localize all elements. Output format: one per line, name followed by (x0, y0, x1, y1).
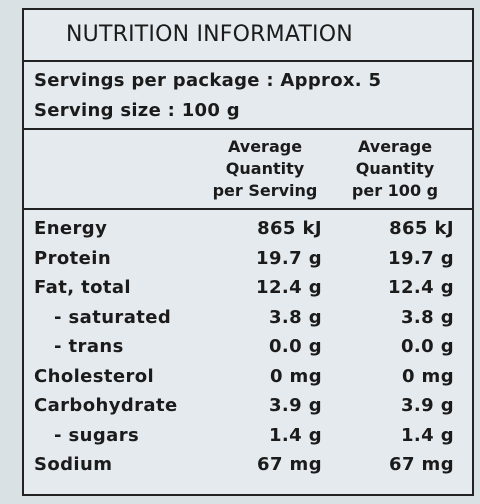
header-line: Quantity (225, 159, 305, 178)
nutrient-name: Fat, total (34, 277, 131, 298)
servings-section: Servings per package : Approx. 5 Serving… (24, 62, 472, 130)
nutrient-name: Cholesterol (34, 365, 155, 387)
nutrition-label: NUTRITION INFORMATION Servings per packa… (22, 8, 474, 496)
nutrient-name: Carbohydrate (34, 395, 178, 416)
nutrient-name: - trans (54, 336, 124, 357)
nutrient-value: 3.9 g (400, 395, 454, 416)
nutrient-value: 67 mg (389, 454, 454, 475)
nutrient-name: Energy (34, 218, 108, 239)
nutrient-value: 1.4 g (400, 424, 454, 446)
nutrient-value: 3.9 g (268, 395, 322, 416)
header-row: Average Quantity per Serving Average Quantit… (24, 130, 472, 210)
nutrient-value: 0.0 g (400, 336, 454, 357)
header-line: Average (227, 137, 303, 156)
nutrient-name: Sodium (34, 454, 113, 475)
nutrient-value: 67 mg (257, 454, 322, 475)
nutrient-value: 19.7 g (256, 247, 322, 269)
nutrient-value: 865 kJ (389, 218, 454, 239)
nutrient-value: 1.4 g (268, 424, 322, 446)
nutrient-value: 3.8 g (400, 306, 454, 328)
nutrient-name: - sugars (54, 424, 140, 446)
nutrient-value: 0 mg (401, 365, 454, 387)
column-header: Average Quantity per Serving (200, 136, 330, 202)
nutrient-name: - saturated (54, 306, 172, 328)
nutrient-value: 12.4 g (256, 277, 322, 298)
nutrient-value: 3.8 g (268, 306, 322, 328)
nutrient-value: 0 mg (269, 365, 322, 387)
nutrient-value: 865 kJ (257, 218, 322, 239)
title: NUTRITION INFORMATION (24, 10, 472, 62)
nutrient-value: 0.0 g (268, 336, 322, 357)
header-line: Average (357, 137, 433, 156)
column-header: Average Quantity per 100 g (330, 136, 460, 202)
header-line: per 100 g (351, 181, 439, 200)
header-line: Quantity (355, 159, 435, 178)
servings-line: Serving size : 100 g (34, 100, 240, 121)
servings-line: Servings per package : Approx. 5 (34, 70, 382, 91)
header-line: per Serving (212, 181, 318, 200)
nutrient-name: Protein (34, 247, 112, 269)
nutrient-value: 12.4 g (388, 277, 454, 298)
nutrient-value: 19.7 g (388, 247, 454, 269)
